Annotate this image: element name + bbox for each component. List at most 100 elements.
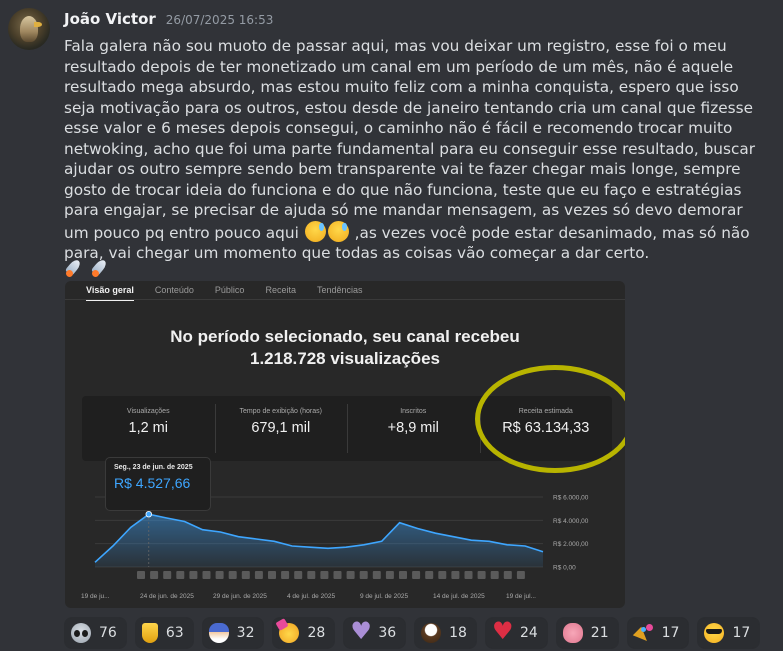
reaction-purple-heart[interactable]: 36 bbox=[343, 617, 407, 649]
video-marker bbox=[150, 571, 159, 579]
reaction-count: 36 bbox=[378, 625, 397, 641]
headline-line2: 1.218.728 visualizações bbox=[250, 349, 440, 368]
tooltip-date: Seg., 23 de jun. de 2025 bbox=[114, 464, 193, 471]
chart-line bbox=[94, 513, 544, 563]
alien-icon bbox=[71, 623, 91, 643]
video-marker bbox=[281, 571, 290, 579]
reaction-red-heart[interactable]: 24 bbox=[484, 617, 548, 649]
video-marker bbox=[202, 571, 211, 579]
analytics-screenshot-attachment[interactable]: Visão geral Conteúdo Público Receita Ten… bbox=[65, 281, 625, 608]
x-tick-label: 14 de jul. de 2025 bbox=[433, 593, 485, 600]
stat-label: Tempo de exibição (horas) bbox=[239, 408, 323, 415]
video-marker bbox=[438, 571, 447, 579]
reaction-trophy[interactable]: 63 bbox=[134, 617, 194, 649]
video-marker bbox=[176, 571, 185, 579]
data-point-marker bbox=[145, 510, 152, 518]
red-heart-icon bbox=[492, 618, 514, 644]
stat-label: Inscritos bbox=[400, 408, 427, 415]
video-marker bbox=[320, 571, 329, 579]
analytics-tabs: Visão geral Conteúdo Público Receita Ten… bbox=[86, 283, 384, 301]
rocket-icon bbox=[90, 257, 112, 279]
video-marker bbox=[516, 571, 525, 579]
sweat-smile-emoji-icon bbox=[327, 220, 349, 242]
stat-value: +8,9 mil bbox=[387, 420, 439, 436]
stat-views: Visualizações 1,2 mi bbox=[82, 396, 215, 461]
video-marker bbox=[412, 571, 421, 579]
purple-heart-icon bbox=[350, 618, 372, 644]
avatar[interactable] bbox=[8, 8, 50, 50]
reaction-alien[interactable]: 76 bbox=[64, 617, 127, 649]
video-marker bbox=[477, 571, 486, 579]
video-marker bbox=[464, 571, 473, 579]
y-tick-label: R$ 6.000,00 bbox=[553, 495, 589, 502]
party-popper-icon bbox=[634, 623, 654, 643]
video-marker bbox=[294, 571, 303, 579]
tab-receita: Receita bbox=[265, 285, 296, 295]
trophy-icon bbox=[141, 623, 158, 643]
stat-watch-time: Tempo de exibição (horas) 679,1 mil bbox=[214, 396, 348, 461]
message-body: Fala galera não sou muoto de passar aqui… bbox=[64, 36, 769, 264]
reaction-count: 21 bbox=[590, 625, 609, 641]
video-marker bbox=[137, 571, 145, 579]
message-text-part1: Fala galera não sou muoto de passar aqui… bbox=[64, 37, 756, 242]
tooltip-value: R$ 4.527,66 bbox=[114, 475, 191, 491]
reaction-count: 18 bbox=[449, 625, 467, 641]
revenue-chart: R$ 6.000,00 R$ 4.000,00 R$ 2.000,00 R$ 0,00… bbox=[81, 495, 589, 601]
reactions-bar: 76 63 32 28 36 18 24 21 17 17 bbox=[64, 617, 761, 649]
reaction-sunglasses-face[interactable]: 17 bbox=[697, 617, 761, 649]
tab-conteudo: Conteúdo bbox=[154, 285, 194, 295]
eagle-icon bbox=[421, 623, 442, 643]
headline-line1: No período selecionado, seu canal recebe… bbox=[170, 327, 520, 346]
reaction-eagle[interactable]: 18 bbox=[414, 617, 477, 649]
username[interactable]: João Victor bbox=[64, 10, 156, 28]
mage-icon bbox=[208, 623, 229, 643]
reaction-count: 76 bbox=[99, 625, 117, 641]
reaction-count: 24 bbox=[519, 625, 538, 641]
reaction-count: 28 bbox=[307, 625, 326, 641]
video-marker bbox=[307, 571, 316, 579]
avatar-beak bbox=[34, 22, 42, 27]
video-marker bbox=[490, 571, 499, 579]
video-marker bbox=[215, 571, 224, 579]
reaction-mage[interactable]: 32 bbox=[201, 617, 265, 649]
highlight-circle bbox=[475, 365, 625, 473]
sweat-smile-emoji-icon bbox=[304, 220, 326, 242]
video-marker bbox=[503, 571, 512, 579]
y-tick-label: R$ 2.000,00 bbox=[553, 541, 589, 548]
video-marker bbox=[189, 571, 198, 579]
stat-label: Visualizações bbox=[126, 408, 170, 415]
tab-visao-geral: Visão geral bbox=[86, 283, 134, 301]
stat-subscribers: Inscritos +8,9 mil bbox=[347, 396, 480, 461]
avatar-bird bbox=[20, 16, 38, 42]
message-text-part2: ,as vezes você pode estar desanimado, ma… bbox=[64, 223, 750, 263]
reaction-count: 32 bbox=[236, 625, 255, 641]
video-marker bbox=[372, 571, 381, 579]
reaction-count: 63 bbox=[165, 625, 184, 641]
video-marker bbox=[359, 571, 368, 579]
x-tick-label: 29 de jun. de 2025 bbox=[213, 593, 267, 600]
video-marker bbox=[346, 571, 355, 579]
video-marker bbox=[333, 571, 342, 579]
tab-tendencias: Tendências bbox=[316, 285, 363, 295]
reaction-count: 17 bbox=[661, 625, 680, 641]
tab-divider bbox=[65, 299, 625, 300]
video-marker bbox=[385, 571, 394, 579]
video-marker bbox=[451, 571, 460, 579]
reaction-partying-face[interactable]: 28 bbox=[272, 617, 336, 649]
reaction-count: 17 bbox=[732, 625, 751, 641]
rocket-emojis bbox=[64, 257, 112, 279]
chart-tooltip: Seg., 23 de jun. de 2025 R$ 4.527,66 bbox=[105, 457, 211, 511]
reaction-brain[interactable]: 21 bbox=[555, 617, 619, 649]
x-tick-label: 24 de jun. de 2025 bbox=[140, 593, 194, 600]
tab-publico: Público bbox=[214, 285, 245, 295]
rocket-icon bbox=[64, 257, 86, 279]
video-marker bbox=[163, 571, 172, 579]
x-tick-label: 4 de jul. de 2025 bbox=[287, 593, 335, 600]
video-marker bbox=[268, 571, 276, 579]
x-tick-label: 19 de ju... bbox=[81, 593, 110, 600]
reaction-party-popper[interactable]: 17 bbox=[626, 617, 690, 649]
message-header: João Victor 26/07/2025 16:53 bbox=[64, 10, 273, 28]
video-marker bbox=[241, 571, 250, 579]
timestamp: 26/07/2025 16:53 bbox=[165, 13, 274, 27]
y-tick-label: R$ 4.000,00 bbox=[553, 518, 589, 525]
